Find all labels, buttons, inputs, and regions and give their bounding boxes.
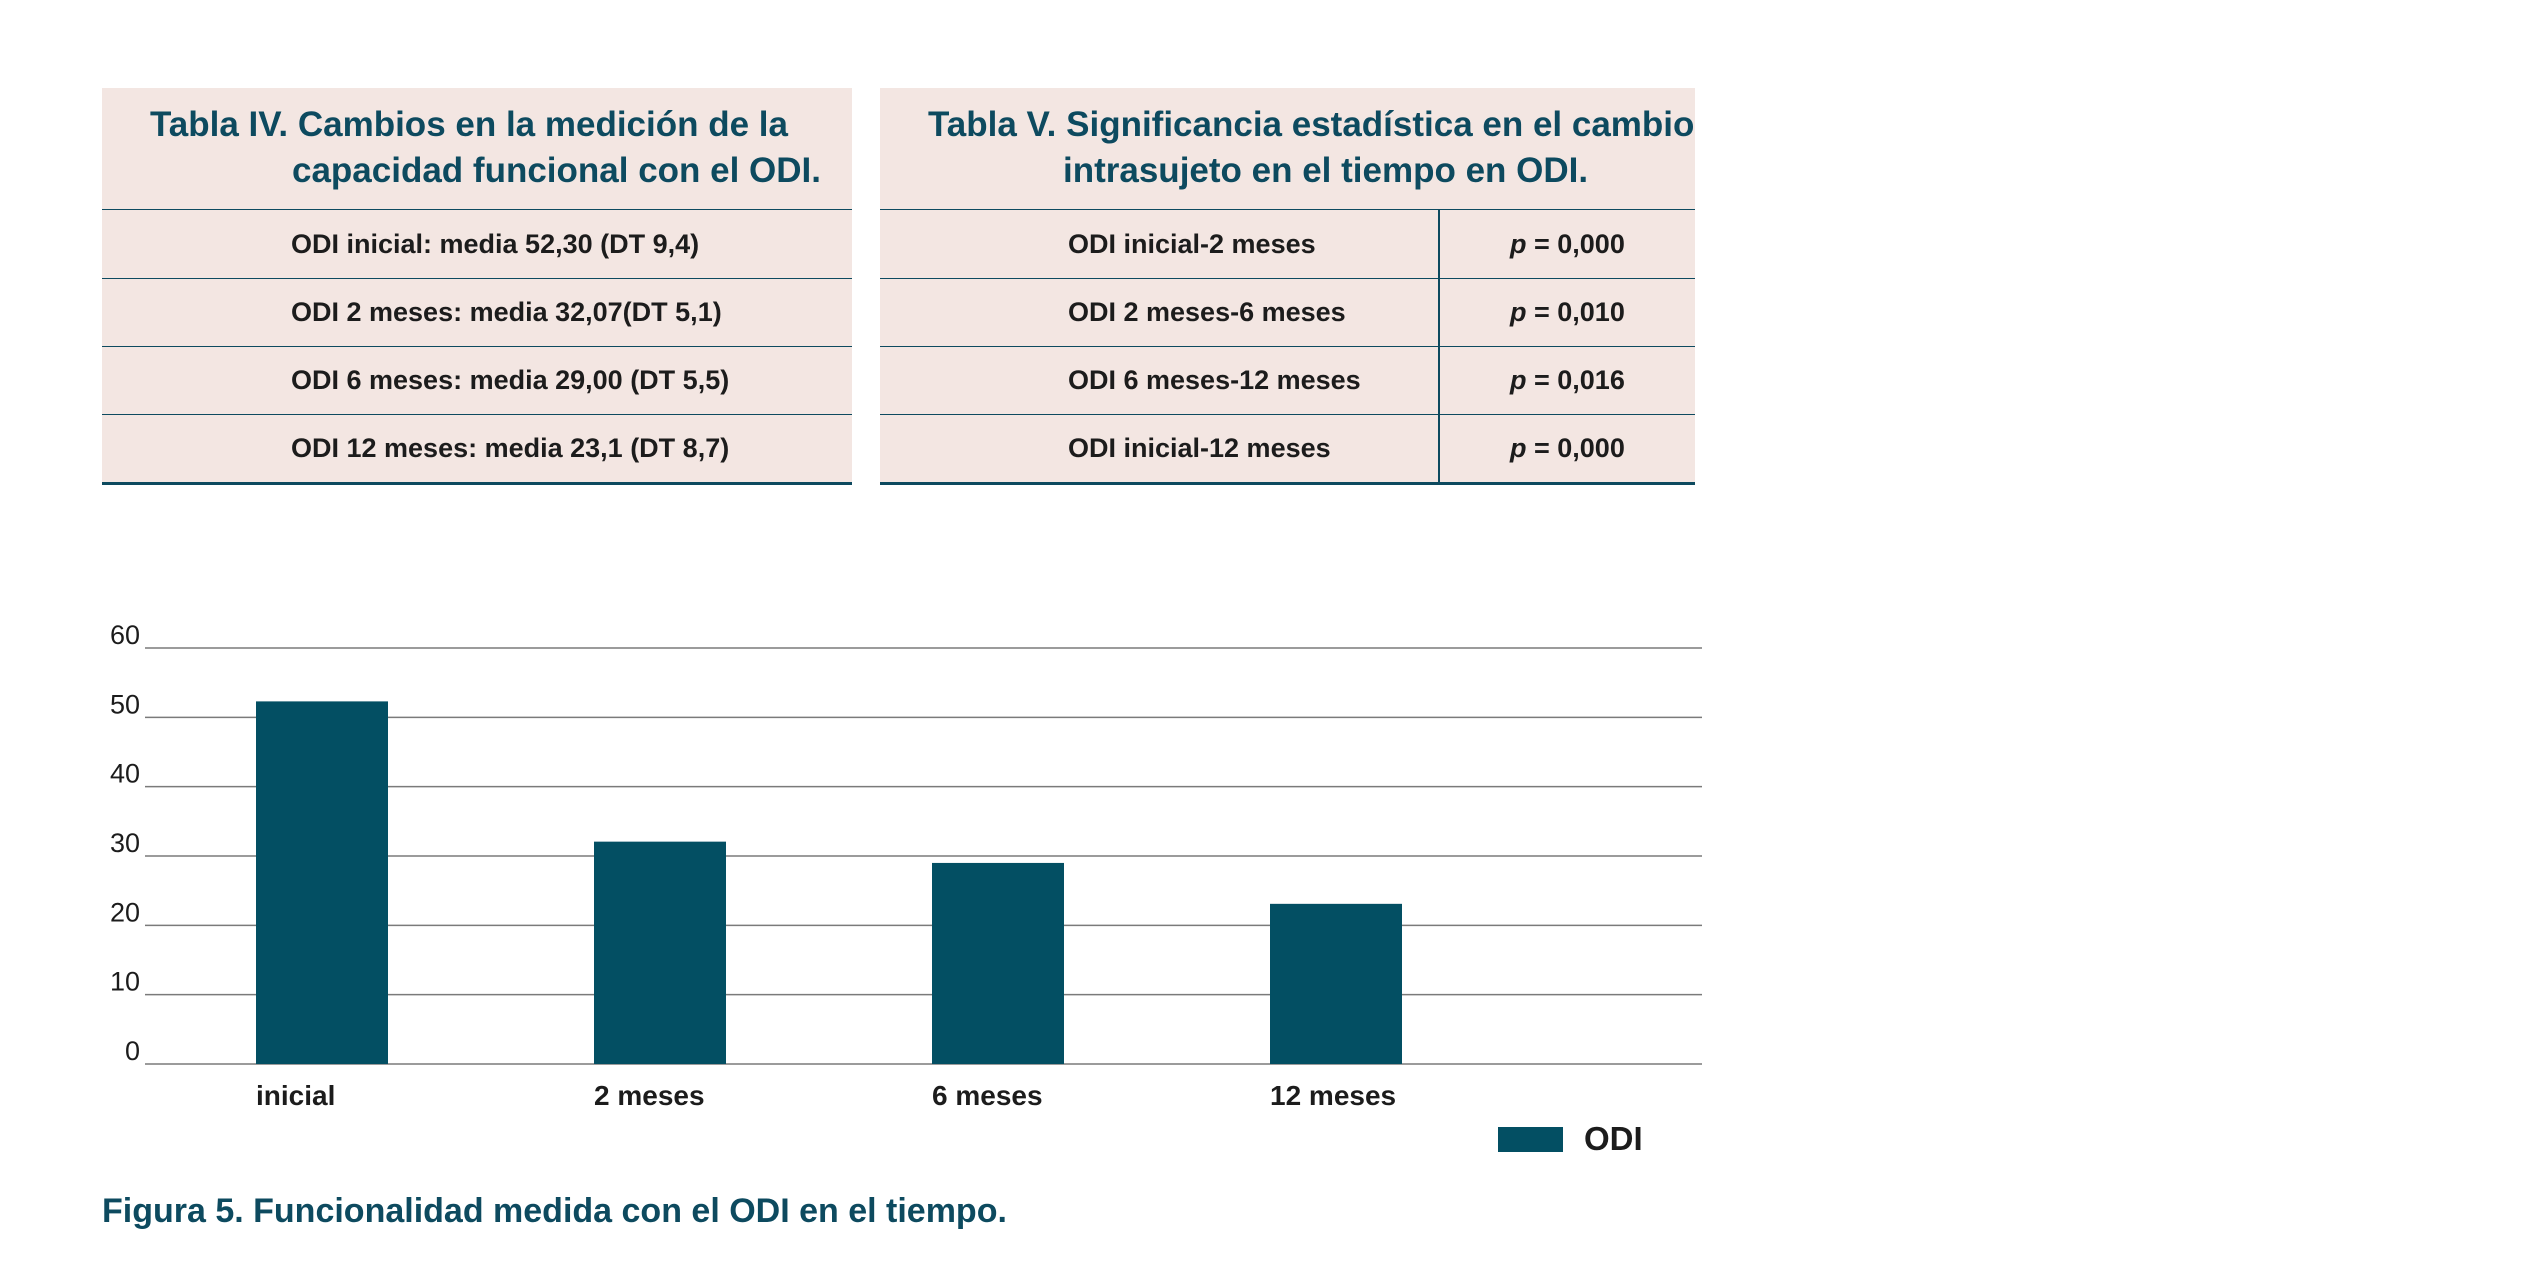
- table-iv-cell: ODI 12 meses: media 23,1 (DT 8,7): [291, 433, 730, 463]
- table-v-header: Tabla V. Significancia estadística en el…: [880, 88, 1695, 210]
- table-row: ODI 2 meses-6 meses p = 0,010: [880, 278, 1695, 346]
- p-symbol: p: [1510, 297, 1527, 327]
- bar: [932, 862, 1064, 1064]
- table-iv-cell: ODI inicial: media 52,30 (DT 9,4): [291, 228, 700, 259]
- table-iv-header: Tabla IV. Cambios en la medición de la c…: [102, 88, 852, 210]
- figure-caption: Figura 5. Funcionalidad medida con el OD…: [102, 1192, 1007, 1230]
- p-symbol: p: [1510, 228, 1527, 259]
- table-iv-title-line1: Tabla IV. Cambios en la medición de la: [150, 105, 788, 144]
- table-row: ODI 12 meses: media 23,1 (DT 8,7): [102, 414, 852, 482]
- y-tick-label: 0: [125, 1036, 140, 1066]
- p-symbol: p: [1510, 433, 1527, 463]
- y-tick-label: 10: [110, 967, 140, 997]
- odi-bar-chart: 0 10 20 30 40 50 60 inicial 2 meses 6 meses 12 mes…: [110, 620, 1702, 1157]
- table-iv: Tabla IV. Cambios en la medición de la c…: [102, 88, 852, 485]
- table-iv-cell: ODI 2 meses: media 32,07(DT 5,1): [291, 297, 722, 327]
- y-tick-label: 60: [110, 620, 140, 650]
- p-value: = 0,000: [1526, 228, 1625, 259]
- comparison-cell: ODI 6 meses-12 meses: [1068, 365, 1361, 395]
- p-value-cell: p = 0,000: [1510, 229, 1625, 260]
- table-row: ODI inicial: media 52,30 (DT 9,4): [102, 210, 852, 278]
- p-value-cell: p = 0,010: [1510, 297, 1625, 328]
- table-row: ODI 6 meses: media 29,00 (DT 5,5): [102, 346, 852, 414]
- table-iv-cell: ODI 6 meses: media 29,00 (DT 5,5): [291, 365, 730, 395]
- legend-label: ODI: [1584, 1120, 1643, 1157]
- y-tick-label: 20: [110, 897, 140, 927]
- bar: [1270, 903, 1402, 1064]
- x-tick-label: inicial: [256, 1080, 335, 1111]
- comparison-cell: ODI inicial-12 meses: [1068, 433, 1331, 463]
- table-row: ODI 2 meses: media 32,07(DT 5,1): [102, 278, 852, 346]
- x-tick-label: 12 meses: [1270, 1080, 1396, 1111]
- table-row: ODI 6 meses-12 meses p = 0,016: [880, 346, 1695, 414]
- y-tick-label: 50: [110, 689, 140, 719]
- bar: [594, 841, 726, 1064]
- table-v: Tabla V. Significancia estadística en el…: [880, 88, 1695, 485]
- p-value: = 0,010: [1526, 297, 1625, 327]
- column-divider: [1438, 210, 1440, 482]
- table-iv-title-line2: capacidad funcional con el ODI.: [292, 151, 821, 190]
- legend-swatch: [1498, 1127, 1563, 1152]
- comparison-cell: ODI inicial-2 meses: [1068, 228, 1316, 259]
- y-tick-label: 40: [110, 759, 140, 789]
- bar: [256, 701, 388, 1064]
- table-row: ODI inicial-2 meses p = 0,000: [880, 210, 1695, 278]
- x-tick-label: 2 meses: [594, 1080, 705, 1111]
- x-tick-label: 6 meses: [932, 1080, 1043, 1111]
- table-row: ODI inicial-12 meses p = 0,000: [880, 414, 1695, 482]
- table-v-title-line1: Tabla V. Significancia estadística en el…: [928, 105, 1695, 144]
- p-value: = 0,016: [1526, 365, 1625, 395]
- comparison-cell: ODI 2 meses-6 meses: [1068, 297, 1346, 327]
- p-value: = 0,000: [1526, 433, 1625, 463]
- y-tick-label: 30: [110, 828, 140, 858]
- p-value-cell: p = 0,016: [1510, 365, 1625, 396]
- p-symbol: p: [1510, 365, 1527, 395]
- p-value-cell: p = 0,000: [1510, 433, 1625, 464]
- table-v-title-line2: intrasujeto en el tiempo en ODI.: [1063, 151, 1589, 190]
